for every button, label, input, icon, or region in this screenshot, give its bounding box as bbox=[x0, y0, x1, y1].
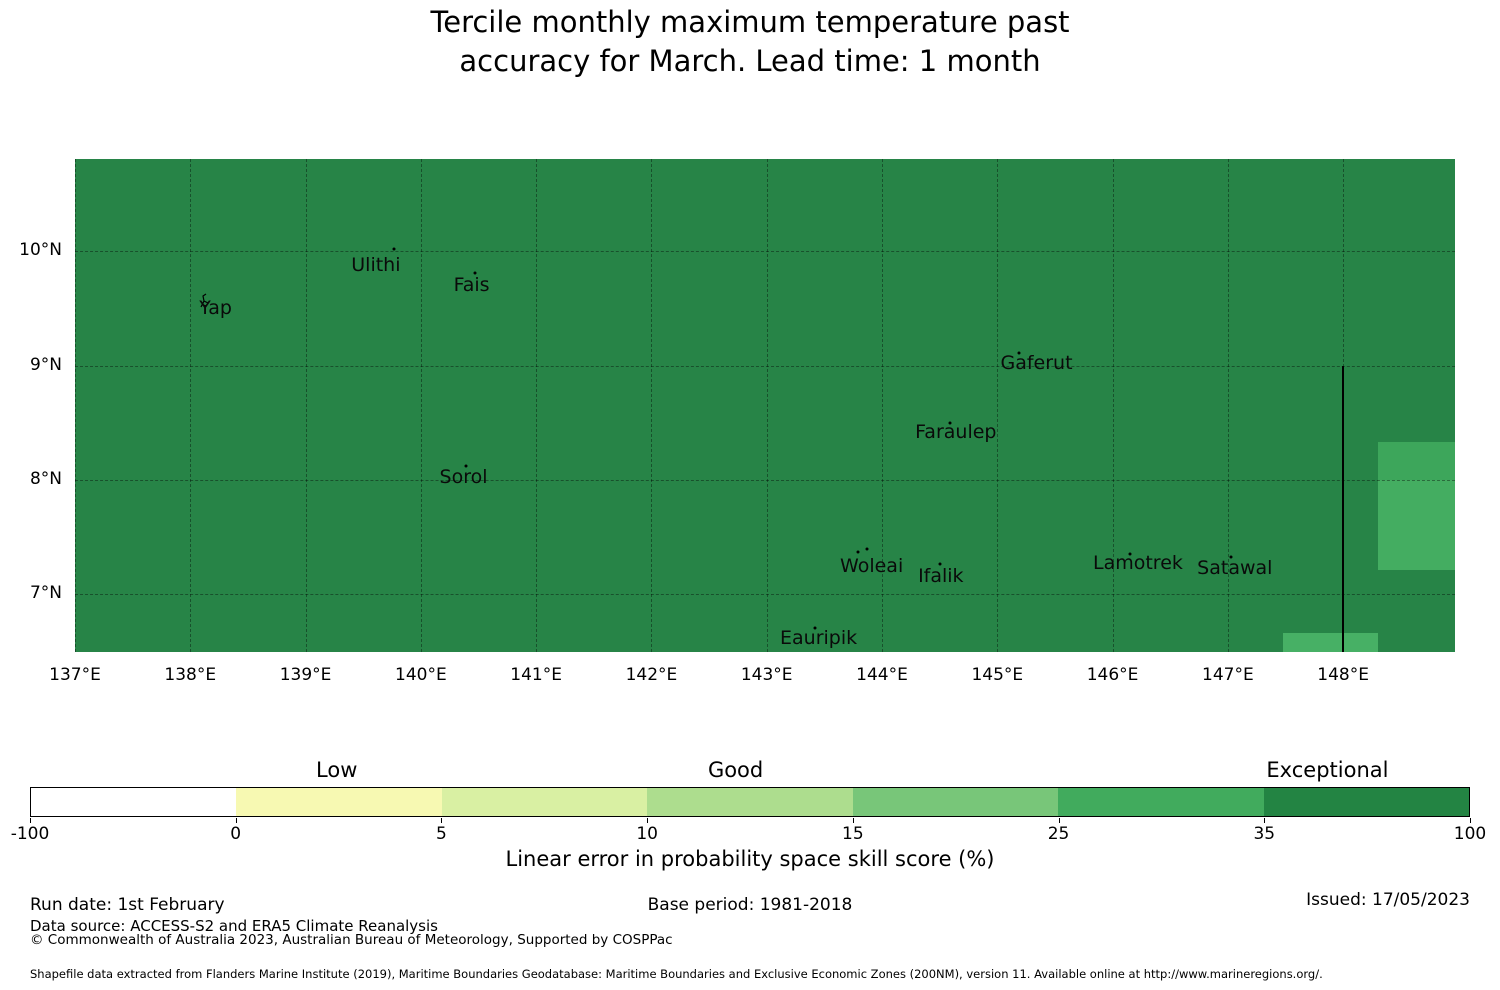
island-dot-ifalik bbox=[938, 562, 942, 566]
longitude-gridline bbox=[997, 159, 999, 652]
map-plot-area: Yap Ulithi Fais Sorol Gaferut Faraulep Woleai I… bbox=[75, 159, 1455, 652]
colorbar-tick bbox=[852, 818, 854, 823]
colorbar bbox=[30, 787, 1470, 817]
island-label-yap: Yap bbox=[199, 297, 232, 320]
colorbar-tick bbox=[1470, 818, 1471, 823]
longitude-gridline bbox=[651, 159, 653, 652]
island-label-ulithi: Ulithi bbox=[351, 254, 401, 277]
longitude-gridline bbox=[766, 159, 768, 652]
colorbar-segment bbox=[647, 788, 853, 816]
colorbar-segment bbox=[852, 788, 1059, 816]
chart-title-line2: accuracy for March. Lead time: 1 month bbox=[459, 44, 1041, 78]
colorbar-tick bbox=[647, 818, 649, 823]
longitude-gridline bbox=[190, 159, 192, 652]
colorbar-category-label: Exceptional bbox=[1266, 758, 1389, 782]
colorbar-tick-label: -100 bbox=[10, 824, 50, 844]
colorbar-tick-label: 25 bbox=[1047, 824, 1070, 844]
colorbar-category-label: Good bbox=[707, 758, 764, 782]
colorbar-tick-label: 0 bbox=[230, 824, 242, 844]
latitude-gridline bbox=[75, 365, 1455, 367]
colorbar-tick bbox=[441, 818, 443, 823]
colorbar-tick-label: 15 bbox=[842, 824, 864, 844]
longitude-gridline bbox=[1227, 159, 1229, 652]
island-label-eauripik: Eauripik bbox=[780, 627, 858, 650]
longitude-gridline bbox=[1112, 159, 1114, 652]
colorbar-tick bbox=[1264, 818, 1266, 823]
island-label-faraulep: Faraulep bbox=[915, 420, 997, 443]
x-tick-label: 140°E bbox=[395, 665, 447, 685]
longitude-gridline bbox=[420, 159, 422, 652]
colorbar-segment bbox=[1263, 788, 1469, 816]
island-outline-yap bbox=[200, 293, 209, 307]
colorbar-tick bbox=[235, 818, 237, 823]
colorbar-segment bbox=[441, 788, 648, 816]
colorbar-caption: Linear error in probability space skill … bbox=[505, 847, 995, 871]
chart-title: Tercile monthly maximum temperature past… bbox=[0, 3, 1500, 81]
colorbar-tick bbox=[30, 818, 31, 823]
island-dot-gaferut bbox=[1017, 351, 1021, 355]
y-tick-label: 8°N bbox=[29, 468, 62, 489]
x-tick-label: 146°E bbox=[1086, 665, 1139, 685]
colorbar-tick-label: 10 bbox=[636, 824, 658, 844]
island-label-woleai: Woleai bbox=[840, 555, 904, 578]
issued-date-text: Issued: 17/05/2023 bbox=[1306, 890, 1470, 910]
island-label-lamotrek: Lamotrek bbox=[1093, 551, 1183, 574]
island-dot-woleai bbox=[856, 550, 860, 554]
run-date-text: Run date: 1st February bbox=[30, 895, 225, 915]
colorbar-tick bbox=[1058, 818, 1060, 823]
colorbar-segment bbox=[236, 788, 442, 816]
colorbar-tick-label: 5 bbox=[436, 824, 447, 844]
y-tick-label: 7°N bbox=[29, 582, 62, 603]
longitude-gridline bbox=[536, 159, 538, 652]
x-tick-label: 144°E bbox=[856, 665, 908, 685]
island-label-sorol: Sorol bbox=[439, 466, 488, 489]
colorbar-segment bbox=[31, 788, 237, 816]
colorbar-tick-label: 100 bbox=[1453, 824, 1487, 844]
x-tick-label: 141°E bbox=[510, 665, 562, 685]
island-label-gaferut: Gaferut bbox=[1000, 352, 1073, 375]
colorbar-tick-label: 35 bbox=[1253, 824, 1276, 844]
island-dot-sorol bbox=[464, 464, 468, 468]
x-tick-label: 139°E bbox=[279, 665, 332, 685]
island-dot-ulithi bbox=[392, 247, 396, 251]
shapefile-note-text: Shapefile data extracted from Flanders M… bbox=[30, 967, 1323, 981]
colorbar-category-label: Low bbox=[316, 758, 358, 782]
skill-score-patch bbox=[1377, 442, 1455, 480]
x-tick-label: 143°E bbox=[740, 665, 793, 685]
island-dot-faraulep bbox=[948, 421, 952, 425]
latitude-gridline bbox=[75, 479, 1455, 481]
latitude-gridline bbox=[75, 251, 1455, 253]
base-period-text: Base period: 1981-2018 bbox=[647, 895, 853, 915]
longitude-gridline bbox=[75, 159, 76, 652]
longitude-gridline bbox=[882, 159, 884, 652]
latitude-gridline bbox=[75, 593, 1455, 595]
island-dot-lamotrek bbox=[1128, 552, 1132, 556]
maritime-boundary-line bbox=[1342, 365, 1345, 652]
colorbar-segment bbox=[1058, 788, 1264, 816]
x-tick-label: 145°E bbox=[971, 665, 1024, 685]
island-dot-fais bbox=[473, 271, 477, 275]
chart-title-line1: Tercile monthly maximum temperature past bbox=[430, 5, 1070, 39]
x-tick-label: 137°E bbox=[49, 665, 101, 685]
x-tick-label: 138°E bbox=[164, 665, 217, 685]
data-source-text: Data source: ACCESS-S2 and ERA5 Climate … bbox=[30, 917, 438, 935]
y-tick-label: 9°N bbox=[29, 354, 62, 375]
island-dot-eauripik bbox=[813, 626, 817, 630]
island-label-fais: Fais bbox=[453, 273, 490, 296]
x-tick-label: 148°E bbox=[1317, 665, 1369, 685]
skill-score-patch bbox=[1377, 479, 1455, 570]
island-label-satawal: Satawal bbox=[1197, 556, 1273, 579]
copyright-text: © Commonwealth of Australia 2023, Austra… bbox=[30, 932, 673, 948]
x-tick-label: 142°E bbox=[625, 665, 678, 685]
island-label-ifalik: Ifalik bbox=[918, 564, 964, 587]
skill-score-patch bbox=[1283, 632, 1378, 652]
y-tick-label: 10°N bbox=[19, 240, 62, 261]
island-dot-satawal bbox=[1229, 555, 1233, 559]
x-tick-label: 147°E bbox=[1202, 665, 1254, 685]
island-dot-woleai bbox=[865, 547, 869, 551]
longitude-gridline bbox=[305, 159, 307, 652]
